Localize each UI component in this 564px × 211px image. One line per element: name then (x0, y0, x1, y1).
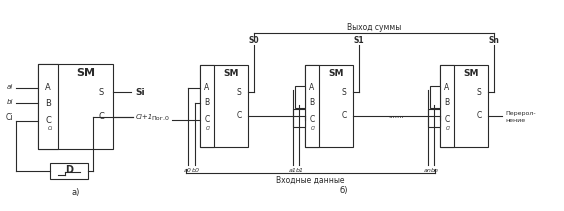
Text: S1: S1 (354, 35, 364, 45)
Text: C: C (444, 115, 450, 124)
Text: нение: нение (505, 118, 525, 123)
Text: S: S (342, 88, 346, 97)
Text: B: B (204, 98, 210, 107)
Bar (38, 64, 58, 149)
Text: B: B (444, 98, 450, 107)
Text: S: S (98, 88, 104, 97)
Text: bn: bn (431, 168, 439, 173)
Text: Ci: Ci (446, 126, 451, 131)
Text: Sn: Sn (488, 35, 500, 45)
Text: SM: SM (76, 68, 95, 78)
Text: Ci: Ci (6, 114, 13, 122)
Text: Ci: Ci (47, 126, 52, 131)
Text: а): а) (71, 188, 80, 197)
Bar (200, 65, 214, 147)
Text: S: S (237, 88, 241, 97)
Text: bi: bi (7, 99, 13, 105)
Text: Входные данные: Входные данные (276, 176, 345, 184)
Bar (295, 86, 305, 108)
Bar (430, 86, 440, 108)
Bar (428, 109, 440, 127)
Text: a1: a1 (289, 168, 297, 173)
Text: C: C (236, 111, 241, 120)
Text: .......: ....... (389, 113, 404, 119)
Text: D: D (65, 165, 73, 175)
Bar (305, 65, 353, 147)
Bar (440, 65, 488, 147)
Text: Ci: Ci (311, 126, 315, 131)
Text: ai: ai (7, 84, 13, 90)
Text: SM: SM (328, 69, 343, 77)
Text: A: A (444, 84, 450, 92)
Bar (38, 64, 113, 149)
Text: b1: b1 (296, 168, 304, 173)
Text: Пог.0: Пог.0 (151, 116, 169, 121)
Bar (200, 65, 248, 147)
Text: C: C (98, 112, 104, 121)
Text: B: B (45, 99, 51, 108)
Text: SM: SM (223, 69, 239, 77)
Text: A: A (310, 84, 315, 92)
Text: C: C (204, 115, 210, 124)
Text: Ci: Ci (206, 126, 210, 131)
Text: SM: SM (463, 69, 479, 77)
Text: Выход суммы: Выход суммы (347, 23, 401, 31)
Text: C: C (477, 111, 482, 120)
Text: A: A (45, 83, 51, 92)
Text: C: C (310, 115, 315, 124)
Text: S: S (477, 88, 482, 97)
Text: b0: b0 (192, 168, 200, 173)
Text: Si: Si (135, 88, 144, 97)
Bar (50, 163, 88, 179)
Text: Ci+1: Ci+1 (136, 114, 153, 120)
Text: б): б) (340, 187, 348, 196)
Text: B: B (310, 98, 315, 107)
Text: A: A (204, 84, 210, 92)
Text: S0: S0 (249, 35, 259, 45)
Bar (305, 65, 319, 147)
Text: Переpол-: Переpол- (505, 111, 536, 116)
Text: a0: a0 (184, 168, 192, 173)
Bar (293, 109, 305, 127)
Bar (440, 65, 454, 147)
Text: C: C (341, 111, 347, 120)
Text: an: an (424, 168, 432, 173)
Text: C: C (45, 116, 51, 126)
